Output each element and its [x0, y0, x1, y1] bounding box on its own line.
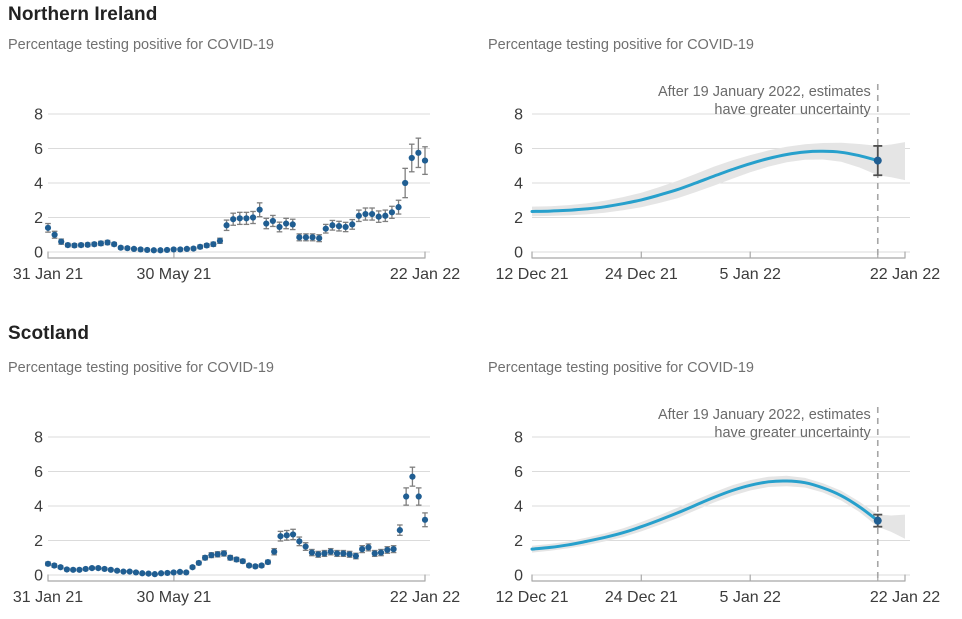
- y-tick-label: 2: [34, 533, 43, 550]
- scotland-modelled-line-plot: 0 2 4 6 8 12 Dec 21 24 Dec 21 5 Jan 22 22 Jan 22…: [496, 407, 940, 606]
- gridlines: [48, 113, 430, 253]
- chart-scotland-modelled-positivity: Percentage testing positive for COVID-19…: [480, 360, 962, 619]
- y-tick-label: 0: [34, 245, 43, 262]
- x-axis: [47, 574, 426, 582]
- y-tick-label: 2: [514, 210, 523, 227]
- y-tick-label: 8: [514, 430, 523, 447]
- y-tick-label: 4: [34, 499, 43, 516]
- x-tick-label: 30 May 21: [137, 589, 212, 606]
- uncertainty-annotation: After 19 January 2022, estimates: [658, 84, 871, 100]
- x-tick-label: 24 Dec 21: [605, 266, 678, 283]
- chart-ni-weekly-positivity: Percentage testing positive for COVID-19…: [8, 37, 470, 299]
- uncertainty-annotation: have greater uncertainty: [714, 425, 871, 441]
- x-tick-label: 12 Dec 21: [496, 266, 569, 283]
- modelled-estimate-line: [530, 149, 880, 213]
- y-tick-label: 8: [34, 430, 43, 447]
- y-tick-label: 4: [514, 499, 523, 516]
- y-tick-label: 6: [34, 464, 43, 481]
- y-tick-label: 4: [34, 176, 43, 193]
- y-tick-label: 0: [514, 568, 523, 585]
- ni-weekly-scatter-plot: 0 2 4 6 8 31 Jan 21 30 May 21 22 Jan 22: [13, 107, 460, 284]
- x-tick-label: 22 Jan 22: [870, 589, 940, 606]
- y-tick-label: 6: [514, 141, 523, 158]
- data-points: [44, 466, 429, 578]
- y-tick-label: 6: [34, 141, 43, 158]
- x-tick-label: 30 May 21: [137, 266, 212, 283]
- y-tick-label: 8: [34, 107, 43, 124]
- chart-subtitle: Percentage testing positive for COVID-19: [8, 37, 274, 53]
- modelled-estimate-line: [530, 479, 880, 551]
- y-tick-label: 2: [514, 533, 523, 550]
- x-axis: [47, 251, 426, 259]
- y-tick-label: 4: [514, 176, 523, 193]
- x-tick-label: 12 Dec 21: [496, 589, 569, 606]
- x-tick-label: 22 Jan 22: [390, 589, 460, 606]
- data-points: [44, 137, 429, 254]
- chart-scotland-weekly-positivity: Percentage testing positive for COVID-19…: [8, 360, 470, 619]
- x-tick-label: 22 Jan 22: [870, 266, 940, 283]
- y-tick-label: 0: [34, 568, 43, 585]
- gridlines: [48, 436, 430, 576]
- y-tick-label: 6: [514, 464, 523, 481]
- x-tick-label: 5 Jan 22: [720, 589, 781, 606]
- ni-modelled-line-plot: 0 2 4 6 8 12 Dec 21 24 Dec 21 5 Jan 22 22 Jan 22…: [496, 84, 940, 283]
- latest-estimate-point: [873, 513, 883, 528]
- chart-subtitle: Percentage testing positive for COVID-19: [488, 37, 754, 53]
- latest-estimate-point: [873, 145, 883, 177]
- section-title-northern-ireland: Northern Ireland: [8, 4, 158, 25]
- y-tick-label: 0: [514, 245, 523, 262]
- chart-subtitle: Percentage testing positive for COVID-19: [488, 360, 754, 376]
- uncertainty-annotation: After 19 January 2022, estimates: [658, 407, 871, 423]
- x-tick-label: 24 Dec 21: [605, 589, 678, 606]
- x-tick-label: 22 Jan 22: [390, 266, 460, 283]
- scotland-weekly-scatter-plot: 0 2 4 6 8 31 Jan 21 30 May 21 22 Jan 22: [13, 430, 460, 607]
- gridlines: [532, 113, 910, 253]
- section-title-scotland: Scotland: [8, 323, 90, 344]
- x-tick-label: 31 Jan 21: [13, 266, 83, 283]
- x-tick-label: 5 Jan 22: [720, 266, 781, 283]
- chart-ni-modelled-positivity: Percentage testing positive for COVID-19…: [480, 37, 962, 299]
- uncertainty-annotation: have greater uncertainty: [714, 102, 871, 118]
- y-tick-label: 2: [34, 210, 43, 227]
- y-tick-label: 8: [514, 107, 523, 124]
- confidence-band: [532, 142, 905, 217]
- chart-subtitle: Percentage testing positive for COVID-19: [8, 360, 274, 376]
- x-tick-label: 31 Jan 21: [13, 589, 83, 606]
